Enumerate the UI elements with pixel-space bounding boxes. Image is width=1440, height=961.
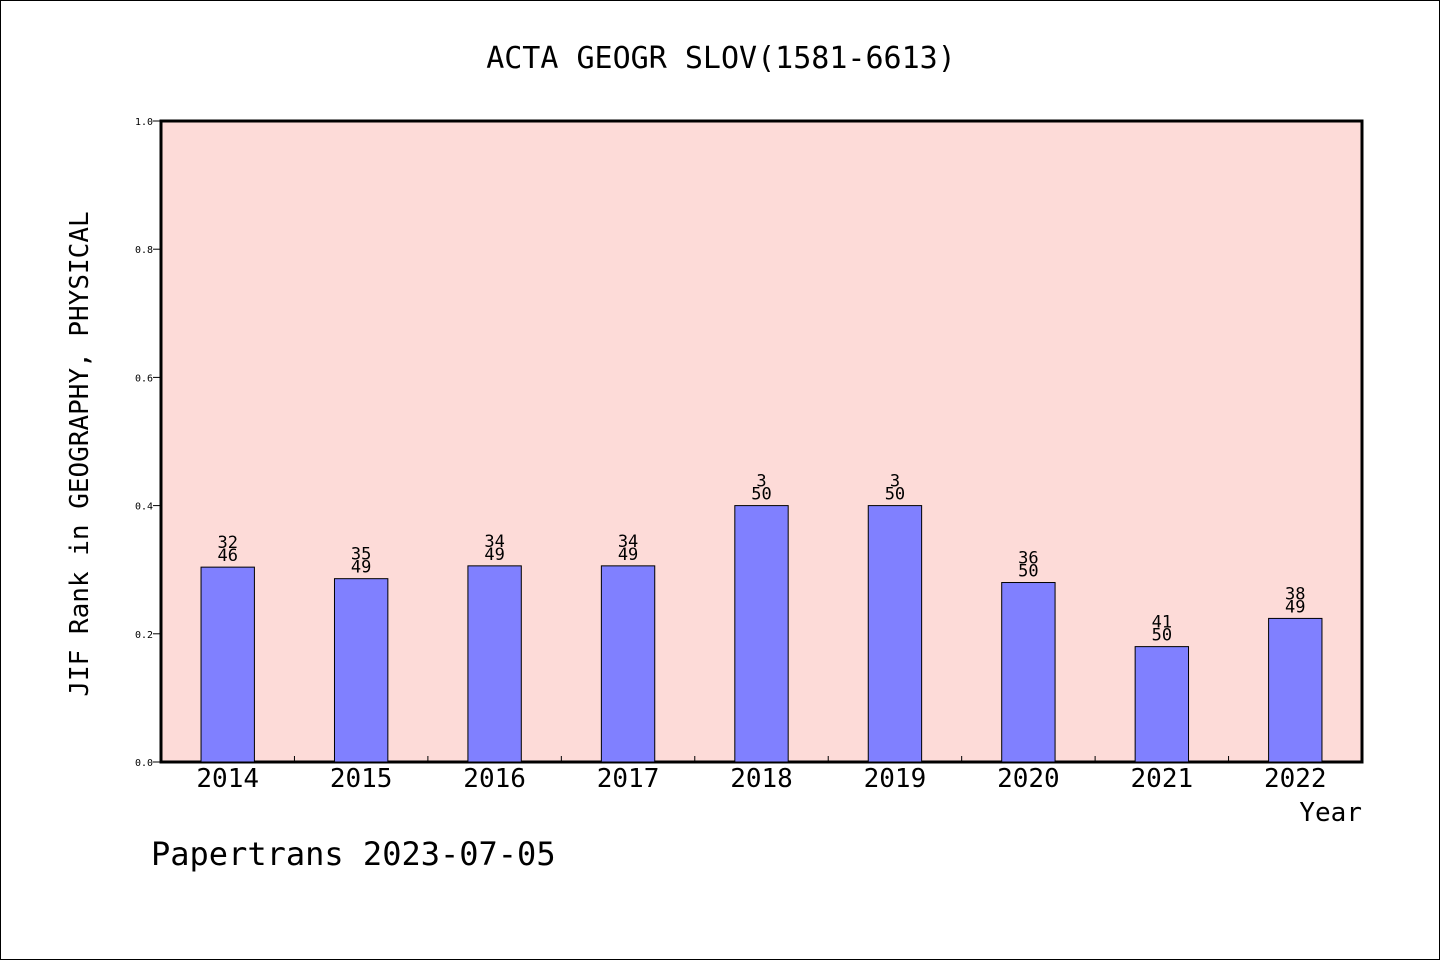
y-axis-label: JIF Rank in GEOGRAPHY, PHYSICAL — [65, 211, 95, 696]
x-tick-label: 2022 — [1264, 764, 1327, 794]
bar-rank-label: 41 — [1152, 613, 1172, 633]
bar-rank-label: 32 — [217, 533, 237, 553]
bars — [200, 505, 1323, 763]
x-tick-label: 2020 — [997, 764, 1060, 794]
y-tick-label: 1.0 — [135, 117, 153, 128]
bar-total-label: 50 — [885, 485, 905, 505]
bar — [200, 566, 255, 763]
bar-total-label: 50 — [1018, 562, 1038, 582]
chart-title: ACTA GEOGR SLOV(1581-6613) — [486, 41, 956, 76]
bar — [867, 505, 923, 763]
bar — [1134, 646, 1190, 763]
x-tick-label: 2019 — [864, 764, 927, 794]
bar-total-label: 46 — [217, 546, 237, 566]
x-axis-label: Year — [1299, 798, 1362, 828]
bar — [467, 565, 522, 763]
bar-rank-label: 3 — [756, 472, 766, 492]
bar-rank-label: 38 — [1285, 584, 1305, 604]
bar-rank-label: 3 — [890, 472, 900, 492]
x-tick-label: 2016 — [463, 764, 526, 794]
bar-rank-label: 34 — [618, 532, 638, 552]
y-tick-label: 0.2 — [135, 630, 153, 641]
bar-total-label: 49 — [484, 545, 504, 565]
bar-rank-label: 35 — [351, 545, 371, 565]
bar-total-label: 49 — [351, 558, 371, 578]
bar-rank-label: 34 — [484, 532, 504, 552]
bar — [1001, 582, 1056, 763]
x-tick-label: 2015 — [330, 764, 393, 794]
bar-rank-label: 36 — [1018, 549, 1038, 569]
bar-total-label: 50 — [751, 485, 771, 505]
bar-total-label: 50 — [1152, 626, 1172, 646]
y-tick-label: 0.8 — [135, 245, 153, 256]
x-tick-label: 2017 — [597, 764, 660, 794]
y-tick-label: 0.6 — [135, 373, 153, 384]
bar — [600, 565, 656, 763]
x-tick-label: 2018 — [730, 764, 793, 794]
bar — [1268, 617, 1323, 763]
bar-total-label: 49 — [1285, 597, 1305, 617]
footer-credit: Papertrans 2023-07-05 — [151, 835, 556, 873]
x-axis: 2014 2015 2016 2017 2018 2019 2020 2021 2022 — [196, 756, 1327, 794]
y-tick-label: 0.0 — [135, 758, 153, 769]
bar — [333, 578, 389, 763]
y-tick-label: 0.4 — [135, 502, 153, 513]
bar-total-label: 49 — [618, 545, 638, 565]
bar — [734, 505, 789, 763]
x-tick-label: 2014 — [196, 764, 259, 794]
x-tick-label: 2021 — [1131, 764, 1194, 794]
y-axis: 0.0 0.2 0.4 0.6 0.8 1.0 — [135, 117, 161, 769]
